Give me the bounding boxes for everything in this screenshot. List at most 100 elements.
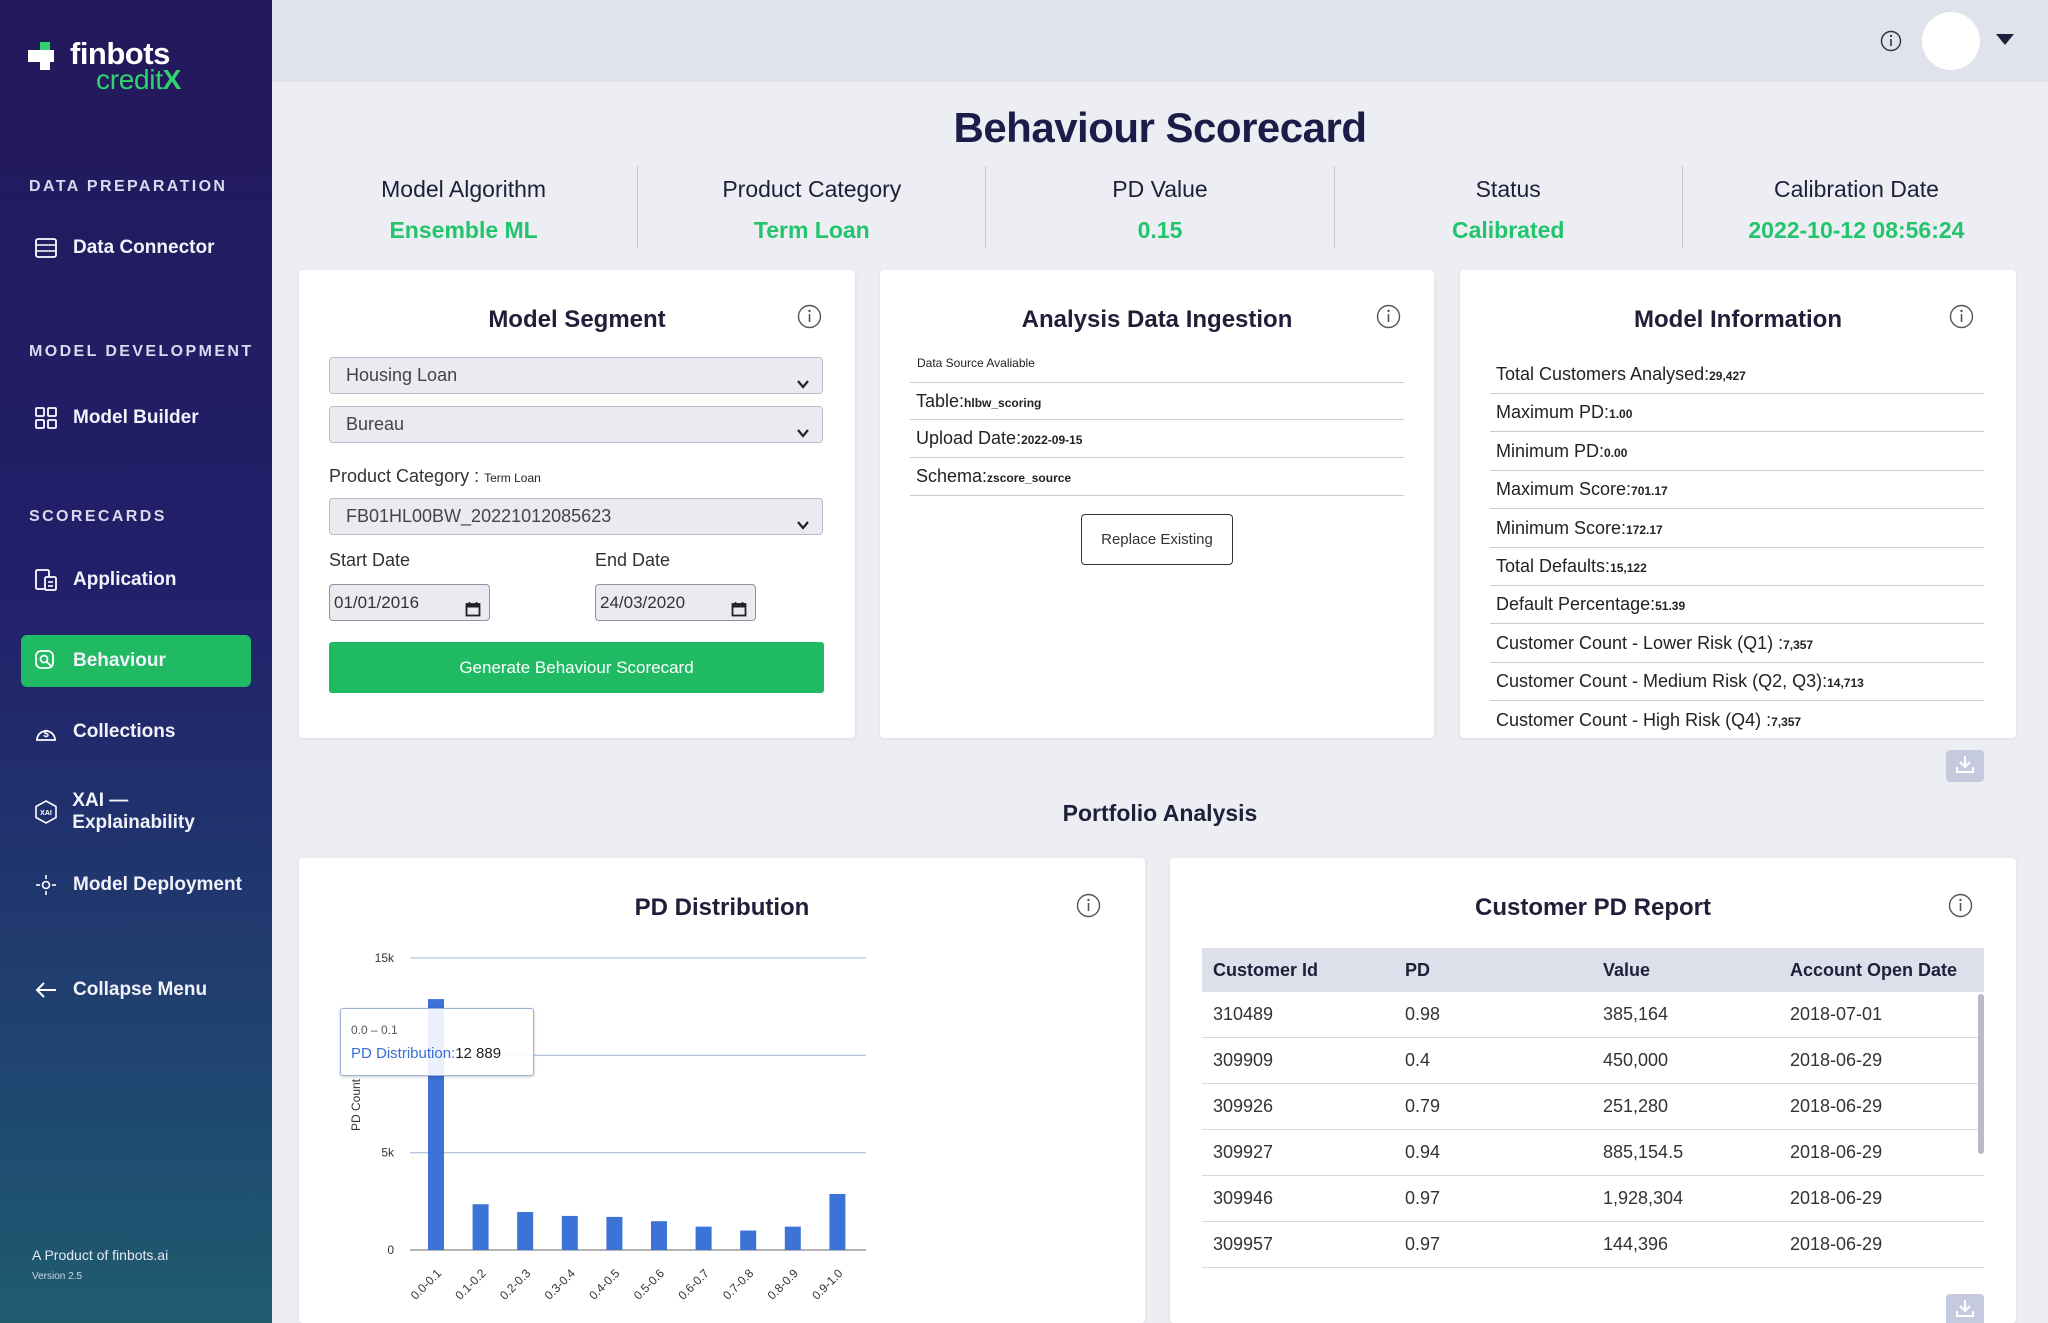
sidebar-item-model-builder[interactable]: Model Builder xyxy=(21,392,251,444)
product-category-label-text: Product Category : xyxy=(329,466,480,486)
table-row[interactable]: 309927 0.94 885,154.5 2018-06-29 xyxy=(1202,1130,1984,1176)
sidebar-item-behaviour[interactable]: Behaviour xyxy=(21,635,251,687)
table-cell: 0.98 xyxy=(1405,1004,1441,1024)
model-information-title: Model Information xyxy=(1634,306,1842,333)
generate-scorecard-button[interactable]: Generate Behaviour Scorecard xyxy=(329,642,824,693)
calendar-icon[interactable] xyxy=(731,594,747,629)
chart-tooltip: 0.0 – 0.1 PD Distribution:12 889 xyxy=(340,1008,534,1076)
pd-distribution-title: PD Distribution xyxy=(634,894,810,921)
model-information-card: Model Information Total Customers Analys… xyxy=(1460,270,2016,738)
sidebar-item-label: Data Connector xyxy=(73,237,215,258)
download-icon xyxy=(1955,754,1975,779)
row-value: 701.17 xyxy=(1631,484,1668,499)
end-date-input[interactable]: 24/03/2020 xyxy=(595,584,756,621)
end-date-value: 24/03/2020 xyxy=(600,593,686,612)
sidebar: finbots creditX DATA PREPARATION Data Co… xyxy=(0,0,272,1323)
info-icon[interactable] xyxy=(1076,893,1101,918)
table-cell: 885,154.5 xyxy=(1603,1142,1684,1162)
summary-label: Model Algorithm xyxy=(381,176,547,202)
loan-type-select[interactable]: Housing Loan xyxy=(329,357,823,394)
calendar-icon[interactable] xyxy=(465,594,481,629)
replace-existing-button[interactable]: Replace Existing xyxy=(1081,514,1233,565)
collections-icon: $ xyxy=(33,719,59,745)
svg-text:XAI: XAI xyxy=(40,810,52,817)
sidebar-item-application[interactable]: Application xyxy=(21,554,251,606)
model-info-row: Default Percentage:51.39 xyxy=(1490,586,1984,625)
row-label: Table: xyxy=(916,391,965,411)
row-value: 14,713 xyxy=(1827,676,1864,691)
row-label: Total Defaults: xyxy=(1496,556,1611,576)
topbar xyxy=(272,0,2048,82)
table-row[interactable]: 309957 0.97 144,396 2018-06-29 xyxy=(1202,1222,1984,1268)
chevron-down-icon xyxy=(796,509,810,544)
summary-label: Calibration Date xyxy=(1773,176,1939,202)
table-cell: 310489 xyxy=(1213,1004,1274,1024)
column-header-pd[interactable]: PD xyxy=(1405,959,1431,980)
download-icon xyxy=(1955,1298,1975,1323)
sidebar-item-label: Model Deployment xyxy=(73,874,242,895)
download-model-info-button[interactable] xyxy=(1946,750,1984,782)
model-id-value: FB01HL00BW_20221012085623 xyxy=(346,506,612,526)
section-scorecards: SCORECARDS xyxy=(29,508,167,525)
sidebar-item-model-deployment[interactable]: Model Deployment xyxy=(21,859,251,911)
sidebar-item-collections[interactable]: $ Collections xyxy=(21,706,251,758)
collapse-menu-button[interactable]: Collapse Menu xyxy=(21,964,251,1016)
finbots-logo[interactable]: finbots creditX xyxy=(28,36,248,98)
row-value: 1.00 xyxy=(1609,407,1633,422)
download-report-button[interactable] xyxy=(1946,1294,1984,1323)
start-date-input[interactable]: 01/01/2016 xyxy=(329,584,490,621)
section-model-development: MODEL DEVELOPMENT xyxy=(29,343,254,360)
sidebar-item-data-connector[interactable]: Data Connector xyxy=(21,222,251,274)
version-text: Version 2.5 xyxy=(32,1271,83,1282)
start-date-value: 01/01/2016 xyxy=(334,593,420,612)
tooltip-range: 0.0 – 0.1 xyxy=(351,1023,398,1037)
model-info-row: Maximum Score:701.17 xyxy=(1490,471,1984,510)
summary-calibration-date: Calibration Date 2022-10-12 08:56:24 xyxy=(1683,166,2030,248)
table-row[interactable]: 309926 0.79 251,280 2018-06-29 xyxy=(1202,1084,1984,1130)
ingestion-row-upload-date: Upload Date:2022-09-15 xyxy=(910,420,1404,458)
info-icon[interactable] xyxy=(797,304,822,329)
sidebar-item-label: Model Builder xyxy=(73,407,199,428)
end-date-label: End Date xyxy=(595,550,671,570)
data-source-value: Bureau xyxy=(346,414,405,434)
sidebar-item-label: Behaviour xyxy=(73,650,166,671)
column-header-account-open-date[interactable]: Account Open Date xyxy=(1790,959,1958,980)
info-icon[interactable] xyxy=(1949,304,1974,329)
user-avatar[interactable] xyxy=(1922,12,1980,70)
behaviour-search-icon xyxy=(33,648,59,674)
table-cell: 0.4 xyxy=(1405,1050,1431,1070)
deployment-icon xyxy=(33,872,59,898)
table-cell: 0.94 xyxy=(1405,1142,1441,1162)
model-id-select[interactable]: FB01HL00BW_20221012085623 xyxy=(329,498,823,535)
row-value: 15,122 xyxy=(1610,561,1647,575)
table-cell: 2018-06-29 xyxy=(1790,1142,1883,1162)
row-value: 7,357 xyxy=(1771,714,1802,729)
table-row[interactable]: 310489 0.98 385,164 2018-07-01 xyxy=(1202,992,1984,1038)
column-header-value[interactable]: Value xyxy=(1603,959,1651,980)
summary-status: Status Calibrated xyxy=(1335,166,1683,248)
table-cell: 2018-06-29 xyxy=(1790,1050,1883,1070)
row-value: 29,427 xyxy=(1709,369,1746,383)
model-info-row: Minimum PD:0.00 xyxy=(1490,433,1984,471)
row-label: Customer Count - Medium Risk (Q2, Q3): xyxy=(1496,671,1828,692)
info-icon[interactable] xyxy=(1376,304,1401,329)
column-header-customer-id[interactable]: Customer Id xyxy=(1213,959,1319,980)
model-info-row: Customer Count - Medium Risk (Q2, Q3):14… xyxy=(1490,663,1984,702)
help-info-icon[interactable] xyxy=(1880,30,1902,57)
data-source-select[interactable]: Bureau xyxy=(329,406,823,443)
table-row[interactable]: 309946 0.97 1,928,304 2018-06-29 xyxy=(1202,1176,1984,1222)
row-label: Maximum Score: xyxy=(1496,479,1632,500)
table-row[interactable]: 309909 0.4 450,000 2018-06-29 xyxy=(1202,1038,1984,1084)
table-cell: 0.97 xyxy=(1405,1188,1441,1208)
user-menu-caret-icon[interactable] xyxy=(1996,34,2014,45)
tooltip-value: 12 889 xyxy=(455,1045,502,1062)
row-label: Maximum PD: xyxy=(1496,402,1610,423)
table-scrollbar[interactable] xyxy=(1978,994,1984,1154)
row-label: Upload Date: xyxy=(916,428,1022,448)
ingestion-row-schema: Schema:zscore_source xyxy=(910,458,1404,496)
pd-distribution-card: PD Distribution xyxy=(299,858,1145,1323)
summary-value: 2022-10-12 08:56:24 xyxy=(1748,217,1965,243)
sidebar-item-xai[interactable]: XAI XAI — Explainability xyxy=(21,786,251,838)
info-icon[interactable] xyxy=(1948,893,1973,918)
product-of-text: A Product of finbots.ai xyxy=(32,1247,169,1263)
